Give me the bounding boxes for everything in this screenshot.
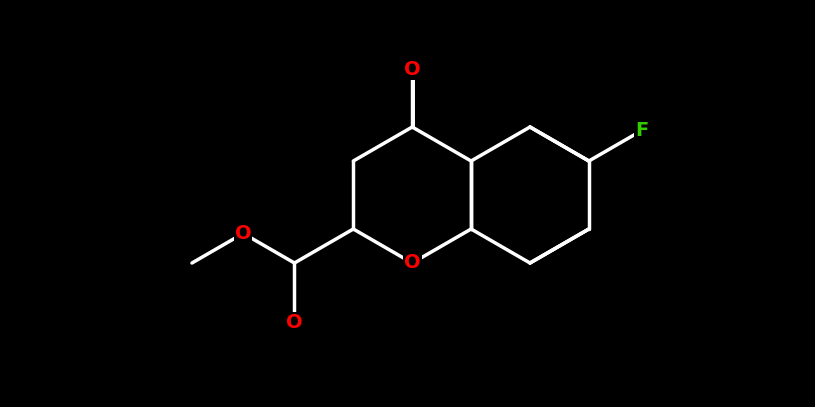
Text: O: O (404, 60, 421, 79)
Text: O: O (404, 254, 421, 273)
Text: O: O (286, 313, 302, 332)
Text: O: O (235, 224, 252, 243)
Text: F: F (635, 121, 649, 140)
